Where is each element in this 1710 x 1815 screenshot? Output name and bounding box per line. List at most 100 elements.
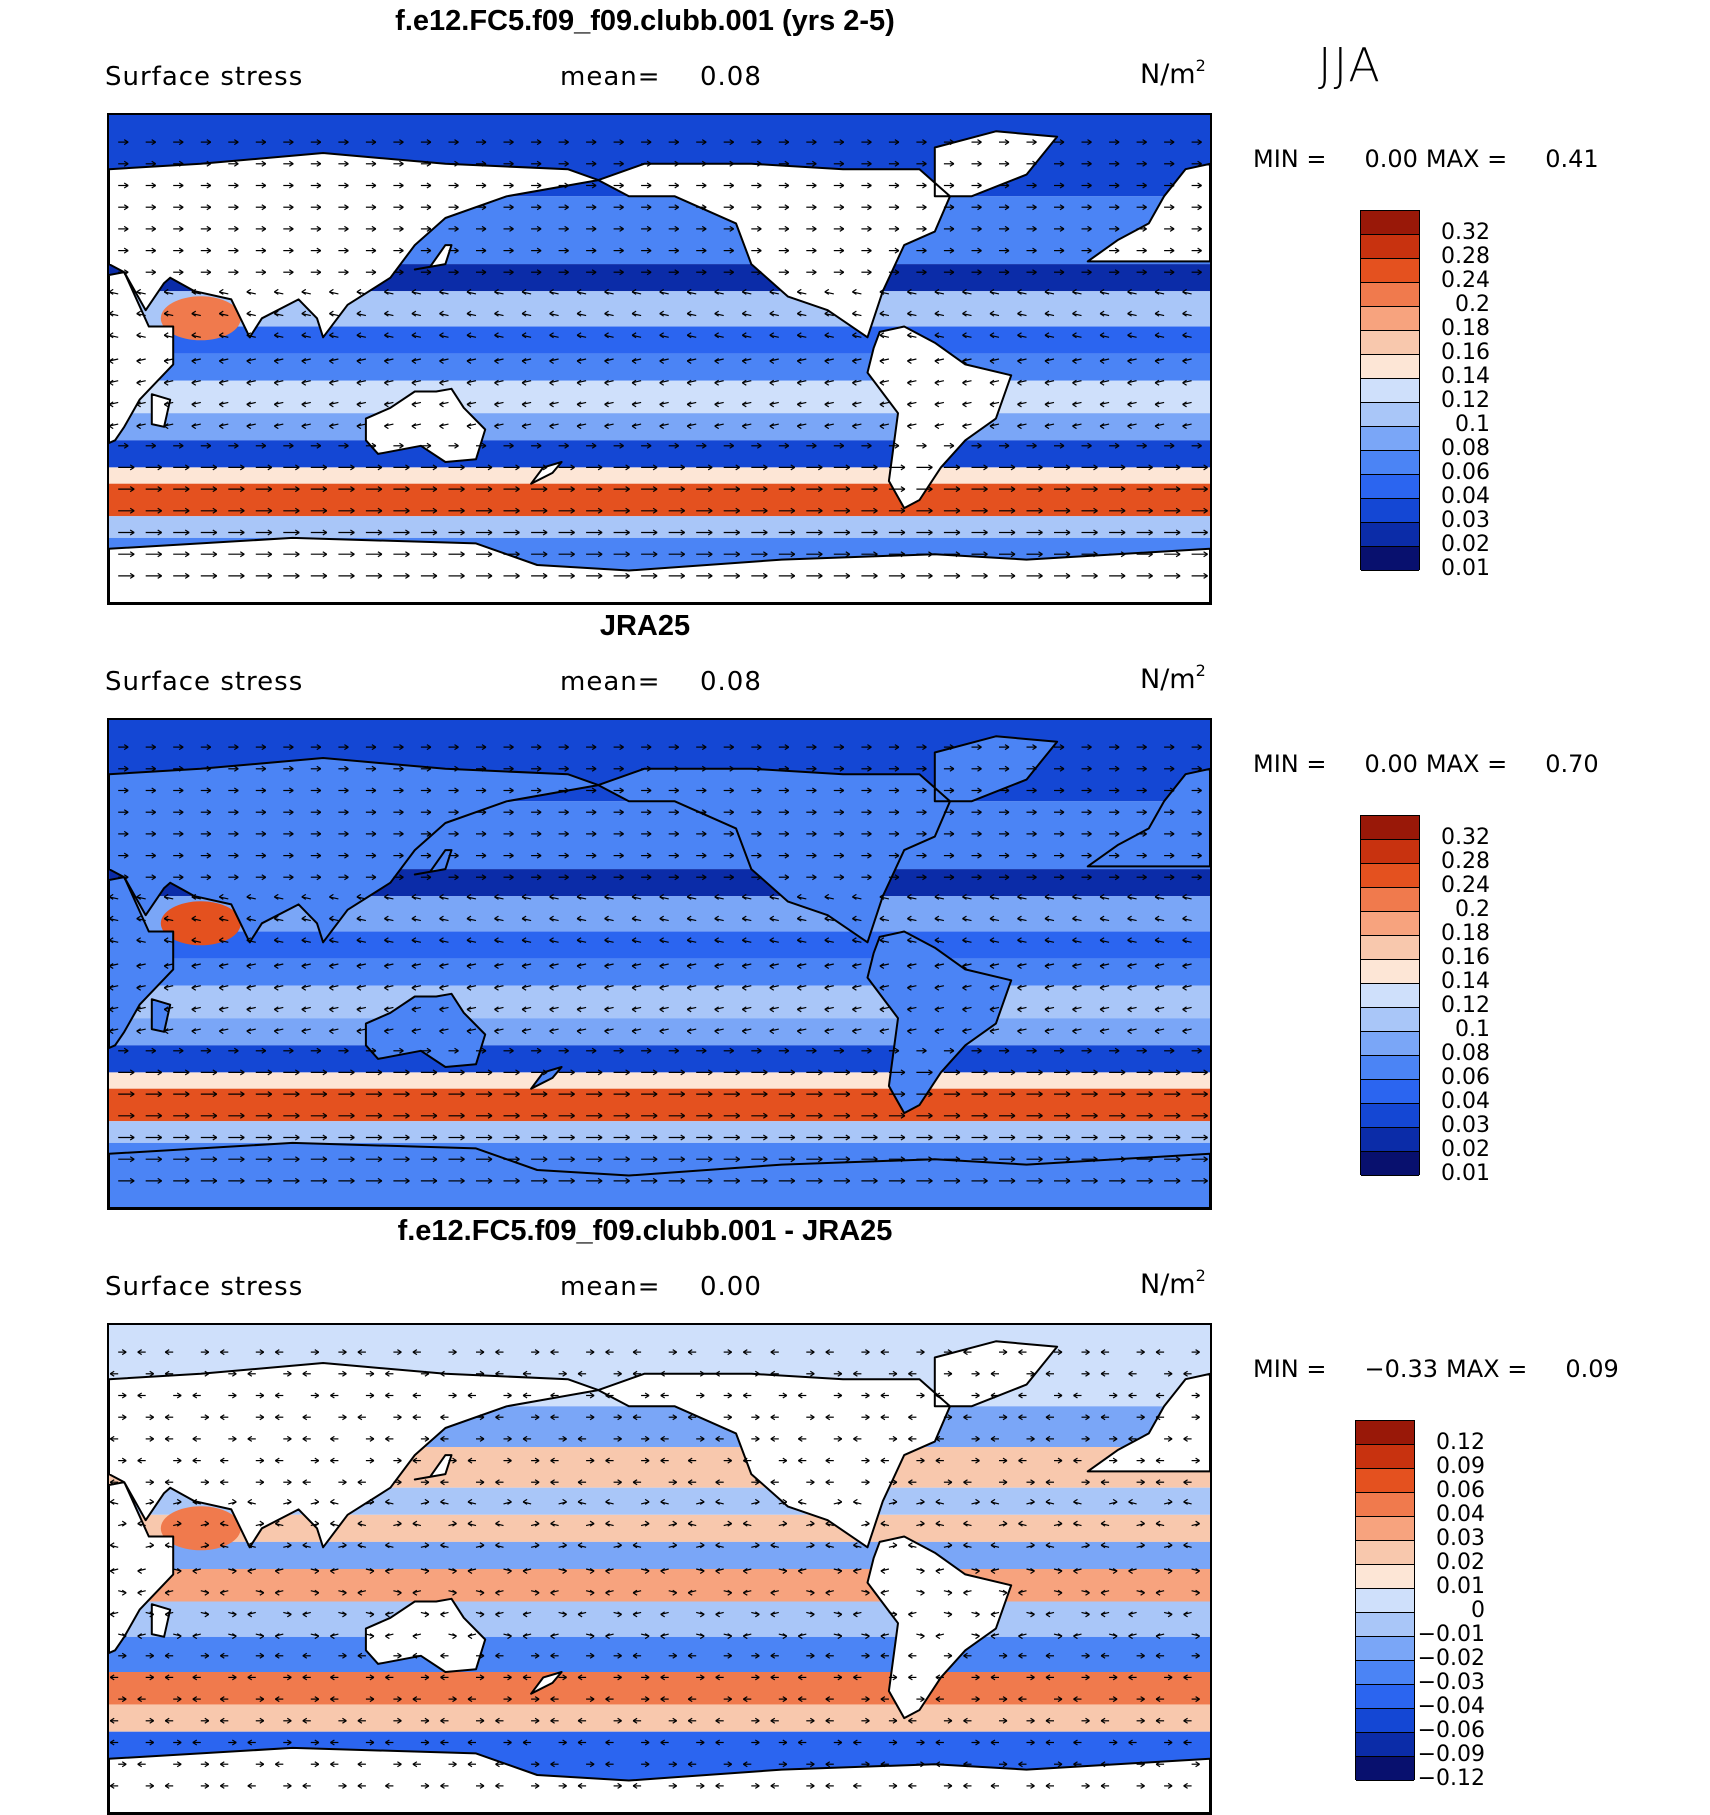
arabian-sea-jet (160, 1506, 241, 1551)
colorbar-swatch (1361, 1056, 1419, 1080)
field-band (109, 483, 1210, 517)
min-max-line: MIN = −0.33 MAX = 0.09 (1253, 1355, 1627, 1383)
colorbar-tick-label: 0.02 (1441, 1137, 1490, 1162)
stress-map (107, 1323, 1212, 1815)
min-label: MIN = (1253, 145, 1327, 173)
field-band (109, 1121, 1210, 1143)
panel-title: f.e12.FC5.f09_f09.clubb.001 - JRA25 (397, 1215, 893, 1247)
colorbar-swatch (1361, 984, 1419, 1008)
colorbar-swatch (1361, 912, 1419, 936)
colorbar-swatch (1361, 1128, 1419, 1152)
colorbar-swatch (1356, 1445, 1414, 1469)
colorbar-swatch (1361, 235, 1419, 259)
field-band (109, 516, 1210, 538)
colorbar-tick-label: 0 (1471, 1598, 1485, 1623)
wind-vectors (109, 139, 1208, 579)
wind-vectors (109, 744, 1208, 1184)
colorbar-swatch (1361, 499, 1419, 523)
colorbar-swatch (1361, 355, 1419, 379)
stress-map (107, 113, 1212, 605)
colorbar-tick-label: −0.01 (1417, 1622, 1485, 1647)
colorbar-tick-label: 0.02 (1441, 532, 1490, 557)
colorbar-swatch (1361, 816, 1419, 840)
colorbar-tick-label: 0.01 (1436, 1574, 1485, 1599)
colorbar-tick-label: 0.24 (1441, 873, 1490, 898)
colorbar-tick-label: 0.04 (1441, 1089, 1490, 1114)
min-label: MIN = (1253, 1355, 1327, 1383)
colorbar-tick-label: 0.14 (1441, 969, 1490, 994)
field-band (109, 1672, 1210, 1705)
colorbar-tick-label: 0.32 (1441, 220, 1490, 245)
arabian-sea-jet (160, 296, 241, 341)
colorbar-tick-label: 0.16 (1441, 945, 1490, 970)
colorbar-swatch (1356, 1589, 1414, 1613)
colorbar-tick-label: 0.1 (1455, 412, 1490, 437)
units-label: N/m2 (1140, 1266, 1206, 1300)
colorbar-swatch (1361, 960, 1419, 984)
min-value: 0.00 (1364, 145, 1418, 173)
colorbar-tick-label: 0.06 (1441, 1065, 1490, 1090)
field-band (109, 1514, 1210, 1542)
units-text: N/m (1140, 664, 1196, 695)
colorbar-swatch (1361, 283, 1419, 307)
units-text: N/m (1140, 1269, 1196, 1300)
field-band (109, 931, 1210, 959)
colorbar-swatch (1361, 427, 1419, 451)
map-panel: JRA25 Surface stress mean= 0.08 N/m2 MIN = 0.0… (0, 605, 1710, 1210)
colorbar-swatch (1361, 1152, 1419, 1176)
colorbar-tick-label: 0.01 (1441, 556, 1490, 581)
field-band (109, 326, 1210, 354)
colorbar-swatch (1356, 1565, 1414, 1589)
colorbar-box (1360, 815, 1420, 1176)
colorbar-swatch (1356, 1757, 1414, 1781)
variable-label: Surface stress (105, 1272, 304, 1302)
mean-value: 0.00 (700, 1272, 762, 1302)
colorbar-box (1355, 1420, 1415, 1781)
min-max-line: MIN = 0.00 MAX = 0.70 (1253, 750, 1607, 778)
field-band (109, 413, 1210, 441)
colorbar-swatch (1356, 1469, 1414, 1493)
colorbar-tick-label: 0.16 (1441, 340, 1490, 365)
colorbar-swatch (1356, 1685, 1414, 1709)
min-label: MIN = (1253, 750, 1327, 778)
colorbar-tick-label: 0.12 (1441, 388, 1490, 413)
colorbar-tick-label: −0.03 (1417, 1670, 1485, 1695)
coastlines (109, 130, 1210, 603)
colorbar-swatch (1356, 1613, 1414, 1637)
colorbar-tick-label: 0.32 (1441, 825, 1490, 850)
stress-map (107, 718, 1212, 1210)
panel-title: f.e12.FC5.f09_f09.clubb.001 (yrs 2-5) (395, 5, 895, 37)
season-label: JJA (1318, 38, 1382, 92)
field-band (109, 1018, 1210, 1046)
wind-vectors (109, 1349, 1200, 1789)
colorbar-tick-label: 0.01 (1441, 1161, 1490, 1186)
colorbar-tick-label: 0.08 (1441, 436, 1490, 461)
colorbar-swatch (1356, 1733, 1414, 1757)
colorbar-swatch (1361, 1080, 1419, 1104)
colorbar-swatch (1361, 403, 1419, 427)
map-svg (109, 115, 1210, 603)
colorbar-tick-label: 0.03 (1436, 1526, 1485, 1551)
colorbar-tick-label: 0.1 (1455, 1017, 1490, 1042)
units-label: N/m2 (1140, 56, 1206, 90)
colorbar-tick-label: 0.2 (1455, 292, 1490, 317)
colorbar-swatch (1361, 1032, 1419, 1056)
field-band (109, 467, 1210, 484)
units-power: 2 (1195, 1266, 1206, 1285)
map-svg (109, 720, 1210, 1208)
min-value: −0.33 (1364, 1355, 1439, 1383)
arabian-sea-jet (160, 901, 241, 946)
colorbar-swatch (1356, 1709, 1414, 1733)
colorbar-swatch (1361, 211, 1419, 235)
mean-value: 0.08 (700, 667, 762, 697)
field-band (109, 1088, 1210, 1122)
units-text: N/m (1140, 59, 1196, 90)
colorbar-tick-label: 0.12 (1441, 993, 1490, 1018)
colorbar-tick-label: 0.12 (1436, 1430, 1485, 1455)
colorbar-tick-label: 0.04 (1441, 484, 1490, 509)
field-band (109, 1704, 1210, 1732)
colorbar-tick-label: 0.18 (1441, 316, 1490, 341)
mean-label: mean= (560, 62, 661, 92)
colorbar-tick-label: 0.06 (1436, 1478, 1485, 1503)
field-band (109, 353, 1210, 381)
